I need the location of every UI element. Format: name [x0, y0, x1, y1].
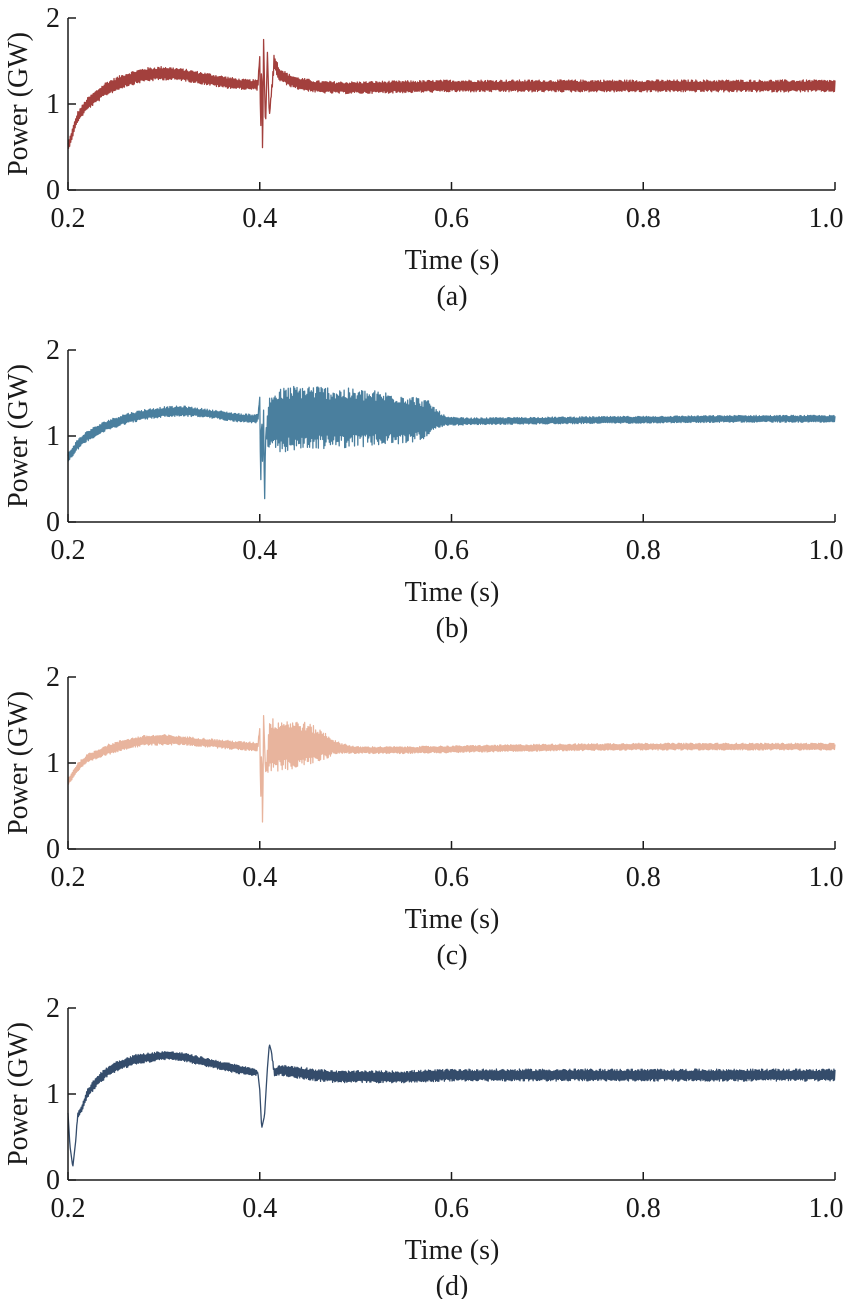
panel-a-y-tick-label: 1: [46, 89, 60, 120]
panel-a-x-tick-label: 0.2: [51, 203, 86, 234]
panel-d-x-tick-label: 0.6: [434, 1193, 469, 1224]
panel-c-x-tick-label: 0.8: [626, 862, 661, 893]
panel-b-x-tick-label: 0.8: [626, 535, 661, 566]
panel-b-x-tick-label: 0.4: [242, 535, 277, 566]
panel-d-x-tick-label: 1.0: [809, 1193, 844, 1224]
panel-d-power-line: [67, 1044, 836, 1167]
panel-d-x-tick-label: 0.2: [51, 1193, 86, 1224]
panel-a-caption: (a): [436, 281, 467, 312]
panel-d-y-tick-label: 2: [46, 993, 60, 1024]
panel-d-y-tick-label: 0: [46, 1165, 60, 1196]
panel-b-y-axis-label: Power (GW): [3, 364, 34, 508]
panel-b-x-tick-label: 0.2: [51, 535, 86, 566]
panel-b-y-tick-label: 1: [46, 421, 60, 452]
panel-b-caption: (b): [436, 613, 469, 644]
panel-c-y-tick-label: 1: [46, 748, 60, 779]
panel-c-y-tick-label: 0: [46, 834, 60, 865]
panel-c-x-tick-label: 0.4: [242, 862, 277, 893]
panel-c-y-tick-label: 2: [46, 662, 60, 693]
panel-c-x-tick-label: 0.6: [434, 862, 469, 893]
panel-d-x-tick-label: 0.4: [242, 1193, 277, 1224]
panel-b-y-tick-label: 2: [46, 335, 60, 366]
panel-d-y-axis-label: Power (GW): [3, 1022, 34, 1166]
panel-a-x-axis-label: Time (s): [405, 245, 500, 276]
panel-a-power-line: [67, 38, 836, 149]
panel-a-chart: 0 1 2 0.2 0.4 0.6 0.8 1.0 Power (GW) Time (s) (a): [3, 3, 844, 312]
panel-c-x-tick-label: 1.0: [809, 862, 844, 893]
panel-b-x-axis-label: Time (s): [405, 577, 500, 608]
panel-d-y-tick-label: 1: [46, 1079, 60, 1110]
panel-a-x-tick-label: 1.0: [809, 203, 844, 234]
panel-c-x-tick-label: 0.2: [51, 862, 86, 893]
panel-c-y-axis-label: Power (GW): [3, 691, 34, 835]
panel-b-x-tick-label: 1.0: [809, 535, 844, 566]
panel-a-y-axis-label: Power (GW): [3, 32, 34, 176]
panel-b-power-line: [67, 385, 836, 500]
panel-d-x-tick-label: 0.8: [626, 1193, 661, 1224]
panel-b-y-tick-label: 0: [46, 507, 60, 538]
panel-c-chart: 0 1 2 0.2 0.4 0.6 0.8 1.0 Power (GW) Time (s) (c): [3, 662, 844, 971]
panel-d-chart: 0 1 2 0.2 0.4 0.6 0.8 1.0 Power (GW) Time (s) (d): [3, 993, 844, 1299]
panel-a-x-tick-label: 0.8: [626, 203, 661, 234]
panel-c-power-line: [67, 715, 836, 823]
panel-d-caption: (d): [436, 1271, 469, 1299]
panel-b-chart: 0 1 2 0.2 0.4 0.6 0.8 1.0 Power (GW) Time (s) (b): [3, 335, 844, 644]
panel-a-x-tick-label: 0.4: [242, 203, 277, 234]
panel-d-x-axis-label: Time (s): [405, 1235, 500, 1266]
panel-a-x-tick-label: 0.6: [434, 203, 469, 234]
panel-b-x-tick-label: 0.6: [434, 535, 469, 566]
panel-c-x-axis-label: Time (s): [405, 904, 500, 935]
panel-c-caption: (c): [436, 940, 467, 971]
panel-a-y-tick-label: 0: [46, 175, 60, 206]
panel-a-y-tick-label: 2: [46, 3, 60, 34]
